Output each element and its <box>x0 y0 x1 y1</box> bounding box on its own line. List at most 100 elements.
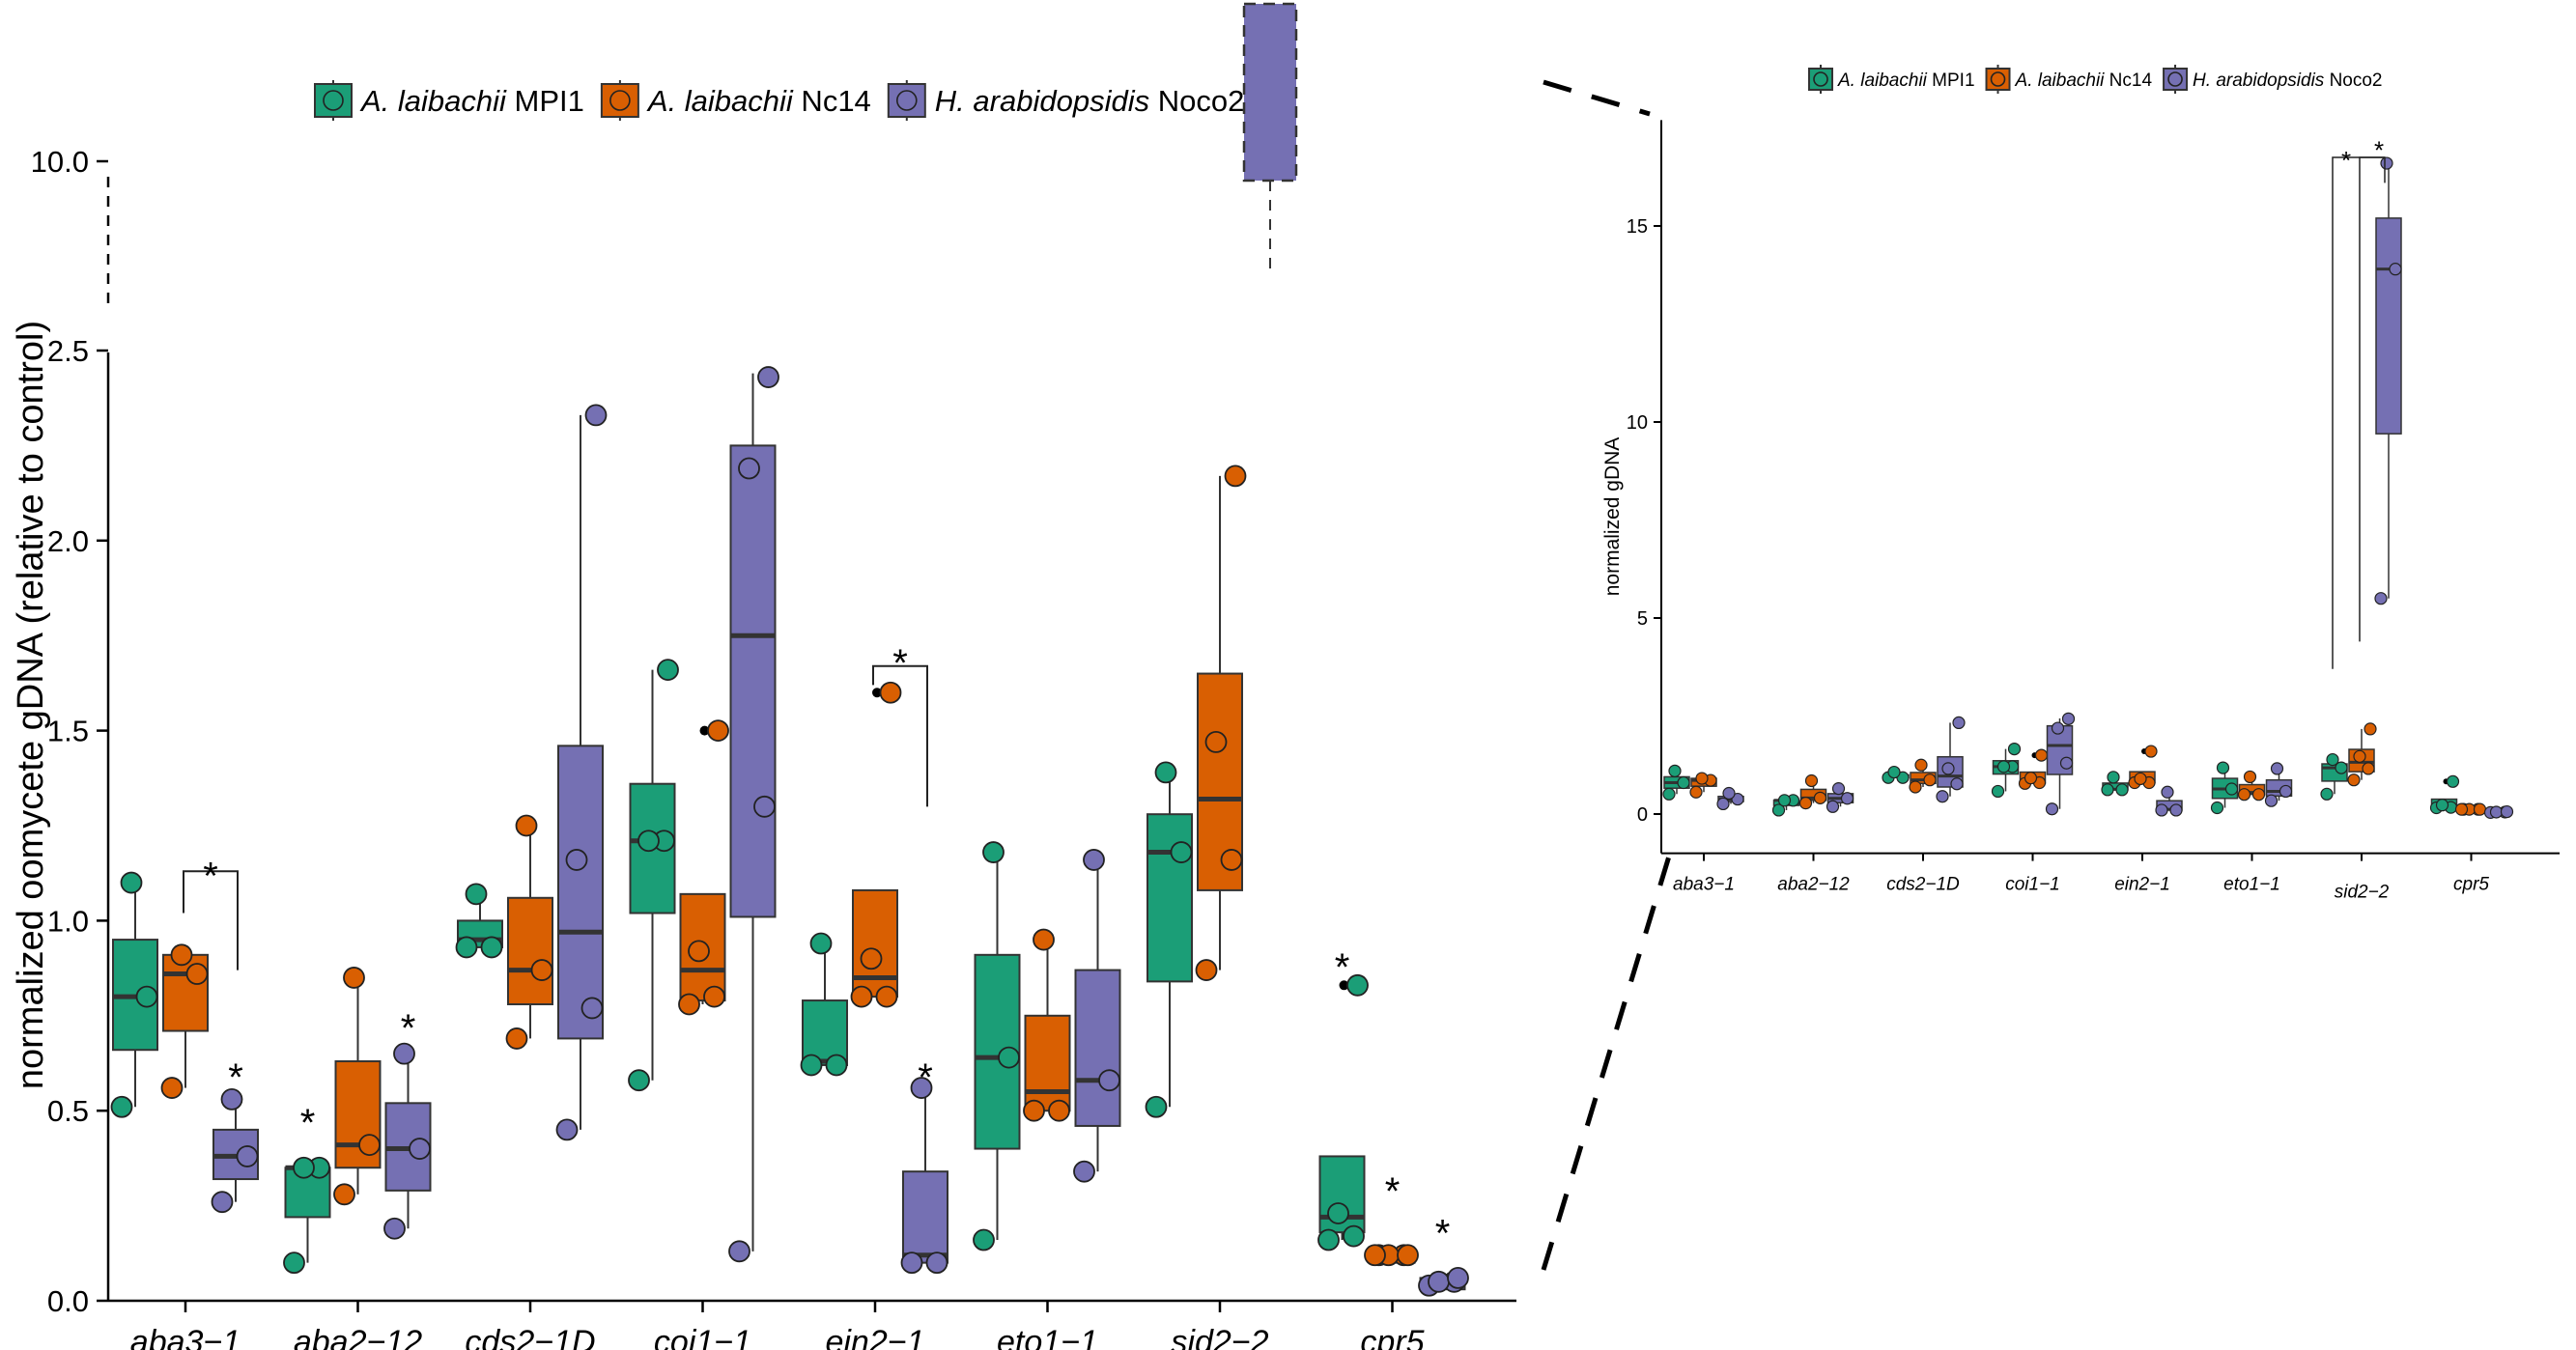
legend-label-rest: Noco2 <box>2324 70 2382 91</box>
boxplot-cpr5-2 <box>1418 1266 1469 1297</box>
inset-boxplot-aba3-1-0 <box>1662 764 1690 801</box>
legend-label-italic: H. arabidopsidis <box>2193 70 2325 91</box>
data-point <box>1048 1099 1070 1122</box>
data-point <box>2446 774 2460 788</box>
data-point <box>1771 803 1786 817</box>
inset-boxplot-eto1-1-2 <box>2264 762 2293 807</box>
box <box>852 888 898 998</box>
x-tick-label: cds2−1D <box>465 1324 595 1350</box>
box <box>2238 783 2266 796</box>
data-point <box>220 1087 243 1111</box>
inset-boxplot-cds2-1D-1 <box>1909 758 1937 794</box>
data-point <box>2210 801 2224 815</box>
boxplot-cds2-1D-0 <box>455 883 503 959</box>
x-tick-label: aba3−1 <box>130 1324 241 1350</box>
boxplot-aba2-12-0 <box>283 1156 331 1275</box>
data-point <box>2216 761 2230 774</box>
data-point <box>565 849 588 871</box>
legend-key-point <box>895 90 918 111</box>
data-point <box>1777 794 1792 807</box>
legend-label: A. laibachii MPI1 <box>1837 70 1975 91</box>
bracket-line <box>872 664 928 807</box>
data-point <box>530 959 553 981</box>
data-point <box>2374 592 2388 605</box>
significance-star: * <box>401 1007 416 1050</box>
legend-label-italic: A. laibachii <box>646 84 794 118</box>
boxplot-eto1-1-0 <box>973 841 1021 1252</box>
data-point <box>1428 1270 1450 1293</box>
y-tick-label: 1.0 <box>47 904 89 938</box>
data-point <box>2115 783 2129 797</box>
data-point <box>809 932 833 955</box>
data-point <box>1826 800 1840 813</box>
data-point <box>333 1183 355 1206</box>
x-tick-label: eto1−1 <box>997 1324 1098 1350</box>
significance-star: * <box>1335 946 1350 989</box>
data-point <box>2237 788 2251 802</box>
inset-significance-star: * <box>2341 146 2351 175</box>
data-point <box>1170 841 1193 863</box>
inset-boxplot-cpr5-2 <box>2483 804 2514 819</box>
data-point <box>2243 770 2257 784</box>
data-point <box>505 1027 528 1050</box>
inset-boxplot-sid2-2-2 <box>2374 156 2402 605</box>
data-point <box>757 366 779 388</box>
box <box>2375 217 2402 435</box>
legend-label: H. arabidopsidis Noco2 <box>2193 70 2382 91</box>
data-point <box>657 659 679 682</box>
data-point <box>825 1054 848 1077</box>
data-point <box>678 993 700 1016</box>
inset-x-tick-label: aba3−1 <box>1673 875 1735 895</box>
data-point <box>1204 731 1228 753</box>
legend-label: A. laibachii Nc14 <box>646 84 871 118</box>
zoom-line-bottom <box>1541 849 1674 1271</box>
legend-key <box>314 80 353 121</box>
inset-x-tick-label: eto1−1 <box>2223 875 2280 895</box>
boxplot-eto1-1-2 <box>1073 849 1121 1183</box>
legend-label-rest: MPI1 <box>506 84 584 118</box>
data-point <box>1346 973 1369 997</box>
y-tick-label: 10.0 <box>31 145 89 179</box>
data-point <box>753 795 776 818</box>
data-point <box>2389 263 2402 276</box>
data-point <box>2024 772 2038 785</box>
data-point <box>925 1252 948 1275</box>
data-point <box>1195 959 1218 981</box>
data-point <box>2107 771 2120 784</box>
boxplot-aba3-1-2 <box>211 1087 259 1214</box>
data-point <box>1950 777 1964 791</box>
legend-key-point <box>609 90 631 111</box>
legend-key <box>1808 65 1833 94</box>
data-point <box>293 1156 315 1179</box>
inset-boxplot-aba2-12-2 <box>1826 782 1854 813</box>
inset-boxplot-eto1-1-0 <box>2210 761 2239 815</box>
legend-key-point <box>1990 71 2006 87</box>
data-point <box>515 814 538 837</box>
data-point <box>2224 782 2239 796</box>
outlier-point <box>699 725 710 736</box>
significance-star: * <box>892 642 908 685</box>
data-point <box>2347 773 2361 787</box>
legend-label: H. arabidopsidis Noco2 <box>935 84 1245 118</box>
data-point <box>2279 784 2293 799</box>
data-point <box>409 1138 431 1160</box>
inset-x-tick-label: cpr5 <box>2453 875 2489 895</box>
data-point <box>2362 762 2375 775</box>
data-point <box>1909 780 1922 794</box>
data-point <box>707 719 729 742</box>
significance-star: * <box>1435 1212 1451 1254</box>
data-point <box>480 936 503 959</box>
data-point <box>358 1134 381 1157</box>
data-point <box>2326 752 2339 767</box>
bracket-outer <box>2332 156 2386 669</box>
data-point <box>1887 765 1901 779</box>
data-point <box>1220 849 1243 871</box>
data-point <box>1991 784 2005 799</box>
data-point <box>2500 804 2514 819</box>
inset-x-tick-label: sid2−2 <box>2335 883 2390 903</box>
data-point <box>1073 1160 1095 1183</box>
data-point <box>2134 772 2147 786</box>
boxplot-ein2-1-2 <box>900 1077 948 1275</box>
data-point <box>982 841 1005 863</box>
